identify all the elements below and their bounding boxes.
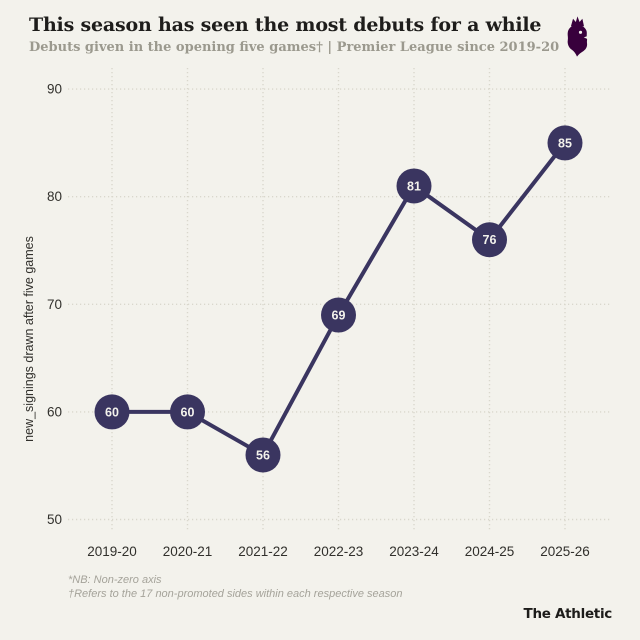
data-point-label-2025-26: 85 bbox=[558, 136, 572, 150]
chart-title: This season has seen the most debuts for… bbox=[29, 14, 542, 36]
x-tick-2020-21: 2020-21 bbox=[163, 544, 213, 559]
x-tick-2022-23: 2022-23 bbox=[314, 544, 364, 559]
y-tick-60: 60 bbox=[47, 404, 62, 419]
y-tick-80: 80 bbox=[47, 189, 62, 204]
data-point-label-2024-25: 76 bbox=[483, 233, 497, 247]
y-tick-90: 90 bbox=[47, 82, 62, 97]
data-point-2023-24 bbox=[396, 168, 432, 204]
data-point-2019-20 bbox=[94, 394, 130, 430]
data-point-2020-21 bbox=[170, 394, 205, 430]
footnote-dagger: †Refers to the 17 non-promoted sides wit… bbox=[68, 587, 403, 600]
x-tick-2025-26: 2025-26 bbox=[540, 544, 590, 559]
data-point-2021-22 bbox=[245, 437, 281, 473]
data-point-2025-26 bbox=[547, 125, 583, 161]
data-point-label-2020-21: 60 bbox=[181, 405, 195, 419]
the-athletic-wordmark: The Athletic bbox=[523, 606, 613, 622]
x-tick-2019-20: 2019-20 bbox=[87, 544, 137, 559]
y-axis-title: new_signings drawn after five games bbox=[22, 236, 36, 442]
y-tick-70: 70 bbox=[47, 297, 62, 312]
footnotes: *NB: Non-zero axis †Refers to the 17 non… bbox=[68, 574, 402, 601]
data-point-label-2023-24: 81 bbox=[407, 179, 421, 193]
data-point-label-2019-20: 60 bbox=[105, 405, 119, 419]
footnote-nonzero-axis: *NB: Non-zero axis bbox=[68, 574, 162, 586]
data-point-label-2021-22: 56 bbox=[256, 448, 270, 462]
data-point-label-2022-23: 69 bbox=[332, 309, 346, 323]
data-point-2022-23 bbox=[321, 297, 356, 333]
data-point-2024-25 bbox=[472, 222, 507, 258]
x-tick-2024-25: 2024-25 bbox=[465, 544, 515, 559]
chart-subtitle: Debuts given in the opening five games† … bbox=[29, 40, 560, 55]
x-tick-2021-22: 2021-22 bbox=[238, 544, 288, 559]
x-tick-2023-24: 2023-24 bbox=[389, 544, 439, 559]
premier-league-lion-icon bbox=[563, 15, 591, 58]
y-tick-50: 50 bbox=[47, 512, 62, 527]
